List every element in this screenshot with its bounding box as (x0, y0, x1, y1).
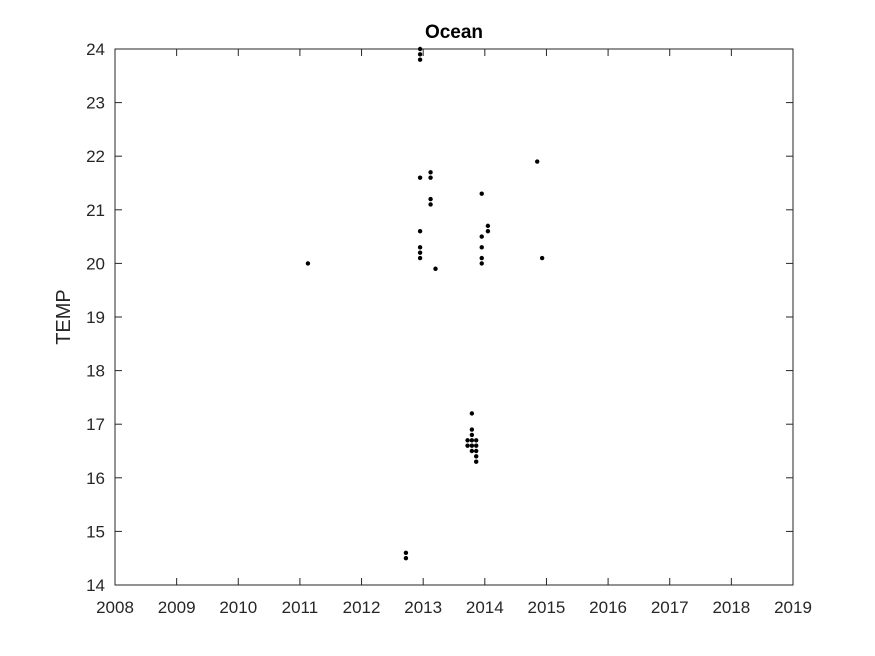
data-point (465, 443, 470, 448)
data-point (428, 196, 433, 202)
y-tick-label: 14 (86, 576, 105, 595)
data-point (479, 191, 484, 196)
y-tick-label: 21 (86, 201, 105, 220)
y-tick-label: 20 (86, 254, 105, 273)
data-point (403, 550, 409, 556)
data-point (479, 255, 484, 261)
data-point (469, 443, 475, 448)
data-point (417, 245, 423, 250)
y-tick-label: 16 (86, 469, 105, 488)
data-point (479, 245, 484, 250)
chart-title: Ocean (425, 22, 483, 43)
data-point (417, 57, 423, 62)
data-point (403, 556, 409, 561)
data-point (485, 229, 491, 234)
x-tick-label: 2013 (404, 598, 442, 617)
data-point (465, 438, 470, 443)
y-tick-label: 17 (86, 415, 105, 434)
x-tick-label: 2015 (528, 598, 566, 617)
y-tick-label: 23 (86, 94, 105, 113)
data-point (485, 223, 491, 229)
data-point (473, 443, 479, 448)
data-point (473, 438, 479, 443)
data-point (469, 411, 475, 416)
data-point (417, 229, 423, 234)
y-tick-labels: 14 15 16 17 18 19 20 21 22 23 24 (86, 40, 105, 595)
x-tick-label: 2017 (651, 598, 689, 617)
data-point (473, 459, 479, 464)
data-point (469, 438, 475, 443)
data-points (305, 46, 545, 561)
data-point (539, 255, 545, 261)
y-tick-label: 15 (86, 522, 105, 541)
x-tick-label: 2010 (219, 598, 257, 617)
data-point (428, 175, 433, 180)
x-tick-label: 2011 (282, 598, 319, 617)
data-point (417, 46, 423, 52)
data-point (417, 52, 423, 57)
data-point (473, 454, 479, 459)
data-point (417, 255, 423, 261)
x-tick-label: 2016 (589, 598, 627, 617)
data-point (417, 175, 423, 180)
plot-area (114, 48, 794, 586)
data-point (428, 202, 433, 207)
data-point (535, 159, 540, 164)
x-tick-label: 2008 (96, 598, 134, 617)
axis-ticks (114, 48, 794, 586)
data-point (469, 427, 475, 432)
x-tick-label: 2012 (343, 598, 381, 617)
data-point (479, 261, 484, 266)
data-point (433, 266, 438, 271)
y-axis-label: TEMP (53, 289, 75, 345)
data-point (479, 234, 484, 239)
data-point (417, 250, 423, 255)
data-point (428, 170, 433, 175)
x-tick-labels: 2008 2009 2010 2011 2012 2013 2014 2015 2016 2017… (96, 598, 812, 617)
y-tick-label: 19 (86, 308, 105, 327)
x-tick-label: 2018 (712, 598, 750, 617)
data-point (469, 448, 475, 454)
x-tick-label: 2019 (774, 598, 812, 617)
y-tick-label: 22 (86, 147, 105, 166)
x-tick-label: 2014 (466, 598, 504, 617)
data-point (469, 432, 475, 438)
data-point (305, 261, 311, 266)
data-point (473, 448, 479, 454)
y-tick-label: 18 (86, 362, 105, 381)
x-tick-label: 2009 (158, 598, 196, 617)
y-tick-label: 24 (86, 40, 105, 59)
